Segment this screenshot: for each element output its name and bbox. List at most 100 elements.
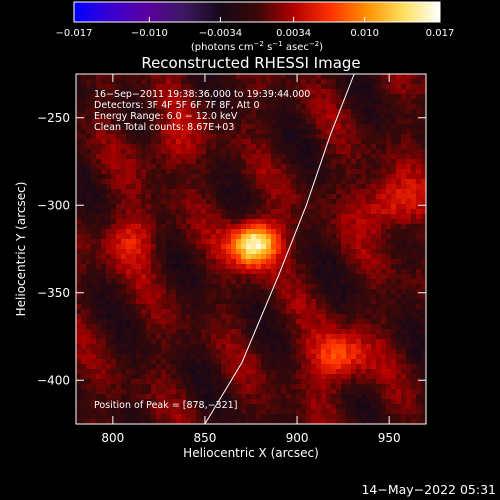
heatmap-cell: [221, 189, 227, 195]
heatmap-cell: [406, 129, 412, 135]
heatmap-cell: [286, 149, 292, 155]
heatmap-cell: [331, 109, 337, 115]
heatmap-cell: [396, 219, 402, 225]
heatmap-cell: [156, 209, 162, 215]
heatmap-cell: [306, 209, 312, 215]
heatmap-cell: [91, 189, 97, 195]
heatmap-cell: [306, 159, 312, 165]
heatmap-cell: [111, 279, 117, 285]
heatmap-cell: [151, 384, 157, 390]
heatmap-cell: [336, 174, 342, 180]
heatmap-cell: [316, 314, 322, 320]
heatmap-cell: [391, 264, 397, 270]
heatmap-cell: [116, 229, 122, 235]
heatmap-cell: [166, 94, 172, 100]
heatmap-cell: [321, 254, 327, 260]
heatmap-cell: [161, 149, 167, 155]
heatmap-cell: [336, 314, 342, 320]
heatmap-cell: [216, 364, 222, 370]
heatmap-cell: [96, 404, 102, 410]
heatmap-cell: [366, 244, 372, 250]
heatmap-cell: [106, 274, 112, 280]
heatmap-cell: [376, 389, 382, 395]
heatmap-cell: [306, 324, 312, 330]
heatmap-cell: [371, 404, 377, 410]
heatmap-cell: [386, 304, 392, 310]
heatmap-cell: [406, 209, 412, 215]
heatmap-cell: [206, 364, 212, 370]
heatmap-cell: [126, 114, 132, 120]
heatmap-cell: [96, 369, 102, 375]
heatmap-cell: [181, 414, 187, 420]
heatmap-cell: [91, 164, 97, 170]
heatmap-cell: [196, 304, 202, 310]
heatmap-cell: [401, 344, 407, 350]
heatmap-cell: [211, 334, 217, 340]
heatmap-cell: [146, 374, 152, 380]
heatmap-cell: [396, 189, 402, 195]
chart-title: Reconstructed RHESSI Image: [141, 54, 360, 72]
heatmap-cell: [256, 194, 262, 200]
heatmap-cell: [126, 174, 132, 180]
heatmap-cell: [416, 139, 422, 145]
heatmap-cell: [336, 249, 342, 255]
heatmap-cell: [316, 339, 322, 345]
heatmap-cell: [166, 119, 172, 125]
heatmap-cell: [76, 219, 82, 225]
heatmap-cell: [246, 224, 252, 230]
heatmap-cell: [161, 369, 167, 375]
heatmap-cell: [336, 94, 342, 100]
heatmap-cell: [251, 224, 257, 230]
heatmap-cell: [361, 164, 367, 170]
heatmap-cell: [116, 379, 122, 385]
heatmap-cell: [281, 89, 287, 95]
heatmap-cell: [76, 279, 82, 285]
heatmap-cell: [411, 349, 417, 355]
heatmap-cell: [321, 379, 327, 385]
heatmap-cell: [386, 114, 392, 120]
heatmap-cell: [156, 84, 162, 90]
y-tick-label: −300: [37, 198, 70, 212]
heatmap-cell: [126, 194, 132, 200]
heatmap-cell: [411, 319, 417, 325]
heatmap-cell: [196, 264, 202, 270]
heatmap-cell: [321, 369, 327, 375]
heatmap-cell: [296, 94, 302, 100]
heatmap-cell: [356, 264, 362, 270]
heatmap-cell: [236, 269, 242, 275]
heatmap-cell: [91, 364, 97, 370]
heatmap-cell: [371, 269, 377, 275]
heatmap-cell: [201, 344, 207, 350]
heatmap-cell: [386, 224, 392, 230]
heatmap-cell: [381, 169, 387, 175]
heatmap-cell: [331, 239, 337, 245]
heatmap-cell: [406, 74, 412, 80]
heatmap-cell: [196, 94, 202, 100]
heatmap-cell: [316, 374, 322, 380]
heatmap-cell: [221, 79, 227, 85]
heatmap-cell: [231, 344, 237, 350]
heatmap-cell: [226, 299, 232, 305]
heatmap-cell: [176, 414, 182, 420]
heatmap-cell: [271, 404, 277, 410]
heatmap-cell: [281, 129, 287, 135]
heatmap-cell: [306, 234, 312, 240]
heatmap-cell: [116, 369, 122, 375]
heatmap-cell: [401, 159, 407, 165]
heatmap-cell: [231, 309, 237, 315]
heatmap-cell: [401, 209, 407, 215]
heatmap-cell: [201, 269, 207, 275]
heatmap-cell: [381, 344, 387, 350]
heatmap-cell: [376, 154, 382, 160]
x-tick-label: 850: [193, 431, 216, 445]
heatmap-cell: [281, 414, 287, 420]
heatmap-cell: [236, 169, 242, 175]
heatmap-cell: [261, 139, 267, 145]
heatmap-cell: [236, 199, 242, 205]
heatmap-cell: [96, 324, 102, 330]
heatmap-cell: [81, 389, 87, 395]
heatmap-cell: [101, 119, 107, 125]
heatmap-cell: [86, 179, 92, 185]
heatmap-cell: [76, 139, 82, 145]
heatmap-cell: [236, 304, 242, 310]
